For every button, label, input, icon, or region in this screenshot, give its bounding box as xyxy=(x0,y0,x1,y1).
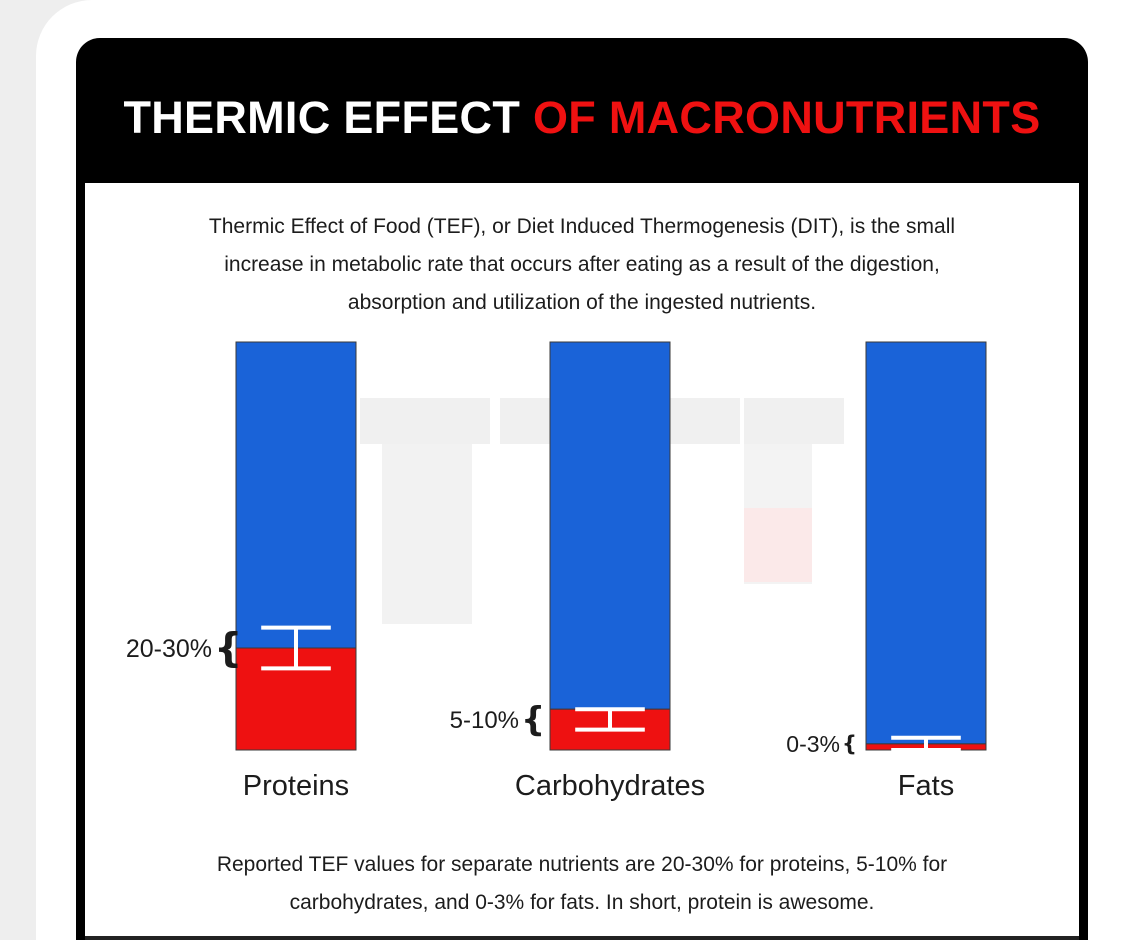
footer-text: Reported TEF values for separate nutrien… xyxy=(105,846,1059,922)
category-label-carbohydrates: Carbohydrates xyxy=(515,770,705,802)
category-label-fats: Fats xyxy=(898,770,954,802)
footer-line: Reported TEF values for separate nutrien… xyxy=(216,853,948,876)
range-marker-proteins xyxy=(261,625,331,671)
intro-line: increase in metabolic rate that occurs a… xyxy=(224,253,940,276)
range-label-carbohydrates: 5-10% xyxy=(450,707,519,734)
range-bracket-carbohydrates: { xyxy=(521,700,545,740)
title-white-part: THERMIC EFFECT xyxy=(123,92,521,143)
header-band: THERMIC EFFECT OF MACRONUTRIENTS xyxy=(85,38,1079,183)
range-marker-fats xyxy=(891,735,961,752)
range-marker-carbohydrates xyxy=(575,707,645,732)
range-bracket-fats: { xyxy=(842,732,857,756)
intro-line: Thermic Effect of Food (TEF), or Diet In… xyxy=(208,215,956,238)
bar-fats-total xyxy=(865,341,987,745)
infographic: THERMIC EFFECT OF MACRONUTRIENTS Thermic… xyxy=(85,38,1079,940)
bar-proteins-total xyxy=(235,341,357,649)
bottom-rule xyxy=(85,936,1079,940)
intro-line: absorption and utilization of the ingest… xyxy=(347,291,817,314)
range-label-proteins: 20-30% xyxy=(126,635,212,663)
footer-line: carbohydrates, and 0-3% for fats. In sho… xyxy=(289,891,875,914)
bar-carbohydrates-total xyxy=(549,341,671,710)
infographic-title: THERMIC EFFECT OF MACRONUTRIENTS xyxy=(85,90,1079,146)
post-image[interactable]: THERMIC EFFECT OF MACRONUTRIENTS Thermic… xyxy=(76,38,1088,940)
title-red-part: OF MACRONUTRIENTS xyxy=(532,92,1041,143)
range-label-fats: 0-3% xyxy=(786,731,840,757)
intro-text: Thermic Effect of Food (TEF), or Diet In… xyxy=(105,208,1059,322)
range-bracket-proteins: { xyxy=(214,626,242,672)
category-label-proteins: Proteins xyxy=(243,770,349,802)
